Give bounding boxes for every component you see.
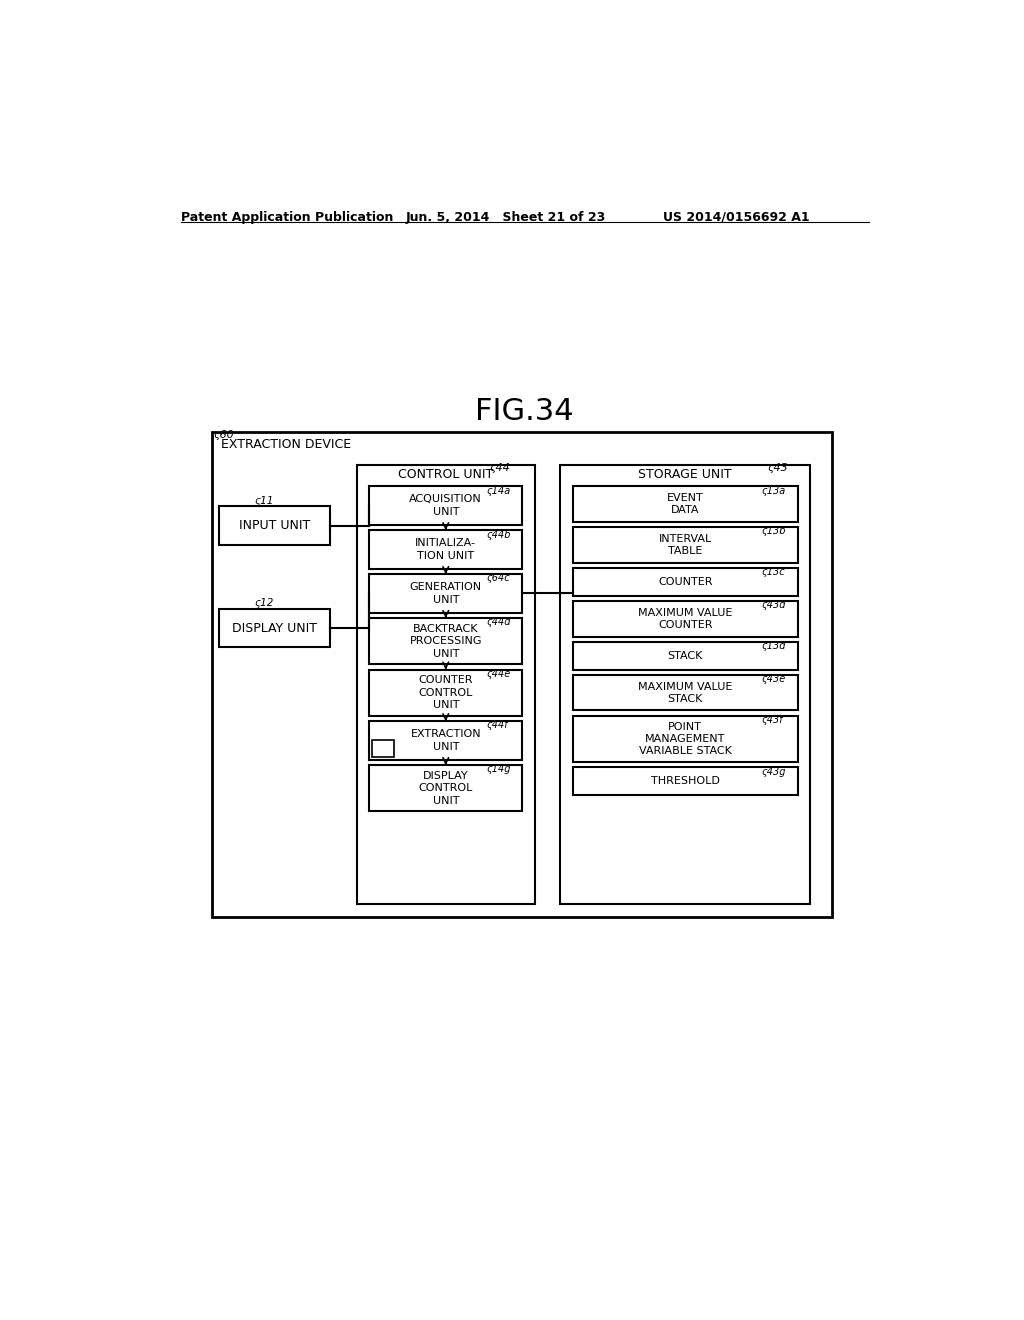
Text: ς43f: ς43f (762, 715, 783, 725)
Bar (372, 739, 394, 756)
Text: ς13a: ς13a (762, 486, 786, 495)
Bar (369, 669, 522, 715)
Text: ς14g: ς14g (486, 764, 511, 775)
Text: ς44e: ς44e (486, 669, 511, 678)
Text: EVENT
DATA: EVENT DATA (667, 492, 703, 515)
Text: ς11: ς11 (254, 496, 273, 506)
Bar (560, 465, 810, 904)
Text: MAXIMUM VALUE
COUNTER: MAXIMUM VALUE COUNTER (638, 607, 732, 630)
Text: EXTRACTION
UNIT: EXTRACTION UNIT (411, 730, 481, 751)
Text: EXTRACTION DEVICE: EXTRACTION DEVICE (221, 438, 351, 451)
Text: INPUT UNIT: INPUT UNIT (239, 519, 310, 532)
Text: BACKTRACK
PROCESSING
UNIT: BACKTRACK PROCESSING UNIT (410, 624, 482, 659)
Text: ς43g: ς43g (762, 767, 786, 776)
Text: Jun. 5, 2014   Sheet 21 of 23: Jun. 5, 2014 Sheet 21 of 23 (406, 211, 606, 224)
Text: INTERVAL
TABLE: INTERVAL TABLE (658, 533, 712, 556)
Text: ς44: ς44 (489, 463, 511, 474)
Bar (572, 767, 798, 795)
Text: ς64c: ς64c (486, 573, 510, 583)
Text: FIG.34: FIG.34 (475, 397, 574, 426)
Bar (572, 568, 798, 595)
Bar (369, 721, 522, 760)
Text: ς43e: ς43e (762, 675, 786, 684)
Bar (369, 574, 522, 612)
Bar (572, 601, 798, 636)
Bar (572, 715, 798, 762)
Bar (369, 618, 522, 664)
Text: COUNTER
CONTROL
UNIT: COUNTER CONTROL UNIT (419, 676, 473, 710)
Text: THRESHOLD: THRESHOLD (651, 776, 720, 787)
Text: DISPLAY UNIT: DISPLAY UNIT (232, 622, 317, 635)
Text: ς13d: ς13d (762, 642, 786, 651)
Text: GENERATION
UNIT: GENERATION UNIT (410, 582, 482, 605)
Text: STORAGE UNIT: STORAGE UNIT (638, 469, 732, 480)
Text: Patent Application Publication: Patent Application Publication (180, 211, 393, 224)
Text: ς44f: ς44f (486, 721, 509, 730)
Text: INITIALIZA-
TION UNIT: INITIALIZA- TION UNIT (416, 539, 476, 561)
Text: US 2014/0156692 A1: US 2014/0156692 A1 (663, 211, 809, 224)
Bar (212, 432, 831, 917)
Bar (369, 487, 522, 525)
Text: COUNTER: COUNTER (658, 577, 713, 587)
Text: CONTROL UNIT: CONTROL UNIT (398, 469, 494, 480)
Text: ς44b: ς44b (486, 529, 511, 540)
Text: ς12: ς12 (254, 598, 273, 609)
Text: STACK: STACK (668, 651, 702, 661)
Bar (572, 487, 798, 521)
Bar (572, 675, 798, 710)
Text: ς43d: ς43d (762, 601, 786, 610)
Text: ς43: ς43 (767, 463, 788, 474)
Text: MAXIMUM VALUE
STACK: MAXIMUM VALUE STACK (638, 681, 732, 704)
Text: ς60: ς60 (213, 430, 234, 440)
Text: ς44d: ς44d (486, 618, 511, 627)
Text: DISPLAY
CONTROL
UNIT: DISPLAY CONTROL UNIT (419, 771, 473, 805)
Text: ς14a: ς14a (486, 486, 511, 495)
Bar (572, 642, 798, 669)
Bar (572, 527, 798, 562)
Text: POINT
MANAGEMENT
VARIABLE STACK: POINT MANAGEMENT VARIABLE STACK (639, 722, 732, 756)
Bar (369, 531, 522, 569)
Bar (356, 465, 535, 904)
Text: ACQUISITION
UNIT: ACQUISITION UNIT (410, 495, 482, 517)
Bar (219, 507, 330, 545)
Bar (369, 766, 522, 812)
Text: ς13c: ς13c (762, 568, 785, 577)
Bar (219, 609, 330, 647)
Text: ς13b: ς13b (762, 527, 786, 536)
